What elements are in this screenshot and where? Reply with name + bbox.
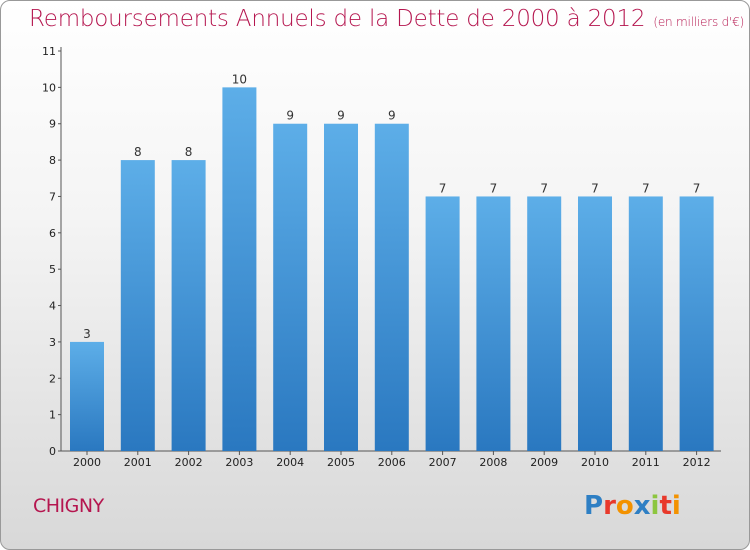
bar-2004	[273, 123, 308, 452]
bar-2007	[425, 196, 460, 451]
logo-letter: o	[615, 491, 634, 521]
data-label: 9	[286, 109, 294, 123]
data-label: 8	[185, 145, 193, 159]
x-tick-label: 2002	[175, 456, 203, 469]
x-tick-label: 2008	[479, 456, 507, 469]
bar-2010	[578, 196, 612, 451]
data-label: 7	[642, 181, 650, 195]
x-tick-label: 2007	[429, 456, 457, 469]
logo-letter: i	[671, 491, 681, 521]
bar-2009	[527, 196, 562, 451]
y-tick-label: 4	[49, 300, 56, 313]
logo-letter: r	[603, 491, 616, 521]
y-tick-label: 10	[42, 81, 56, 94]
data-label: 9	[388, 109, 396, 123]
y-tick-label: 6	[49, 227, 56, 240]
x-tick-label: 2006	[378, 456, 406, 469]
bar-2005	[324, 123, 358, 452]
x-tick-label: 2003	[225, 456, 253, 469]
logo-letter: P	[584, 491, 604, 521]
logo-letter: x	[633, 491, 651, 521]
bar-2006	[374, 123, 409, 452]
x-tick-label: 2009	[530, 456, 558, 469]
bar-2008	[476, 196, 511, 451]
x-tick-label: 2005	[327, 456, 355, 469]
bar-2000	[70, 341, 104, 451]
data-label: 7	[693, 181, 701, 195]
chart-labels: 2000 3 2001 8 2002 8 2003 10 2004 9 2005 9 2006 9 2007…	[73, 72, 711, 469]
data-label: 8	[134, 145, 142, 159]
data-label: 10	[232, 72, 247, 86]
y-tick-label: 11	[42, 45, 56, 58]
y-tick-label: 0	[49, 445, 56, 458]
data-label: 7	[540, 181, 548, 195]
y-tick-label: 7	[49, 190, 56, 203]
chart-title: Remboursements Annuels de la Dette de 20…	[29, 6, 744, 32]
chart-subtitle: (en milliers d'€)	[653, 15, 745, 29]
x-tick-label: 2001	[124, 456, 152, 469]
bar-2003	[222, 87, 257, 451]
bar-2002	[171, 160, 206, 451]
y-tick-label: 5	[49, 263, 56, 276]
bar-2011	[628, 196, 663, 451]
y-tick-label: 2	[49, 372, 56, 385]
logo-letter: t	[659, 491, 672, 521]
data-label: 7	[439, 181, 447, 195]
data-label: 7	[490, 181, 498, 195]
data-label: 9	[337, 109, 345, 123]
proxiti-logo[interactable]: Proxiti	[584, 491, 681, 521]
chart-bars	[70, 87, 714, 452]
x-tick-label: 2011	[632, 456, 660, 469]
bar-2001	[120, 160, 155, 451]
data-label: 3	[83, 327, 91, 341]
y-tick-label: 8	[49, 154, 56, 167]
commune-name: CHIGNY	[33, 495, 104, 517]
data-label: 7	[591, 181, 599, 195]
chart-title-text: Remboursements Annuels de la Dette de 20…	[29, 6, 646, 32]
logo-letter: i	[650, 491, 660, 521]
y-tick-label: 9	[49, 118, 56, 131]
x-tick-label: 2010	[581, 456, 609, 469]
bar-2012	[679, 196, 714, 451]
y-tick-label: 3	[49, 336, 56, 349]
x-tick-label: 2000	[73, 456, 101, 469]
y-tick-label: 1	[49, 409, 56, 422]
x-tick-label: 2004	[276, 456, 304, 469]
x-tick-label: 2012	[683, 456, 711, 469]
